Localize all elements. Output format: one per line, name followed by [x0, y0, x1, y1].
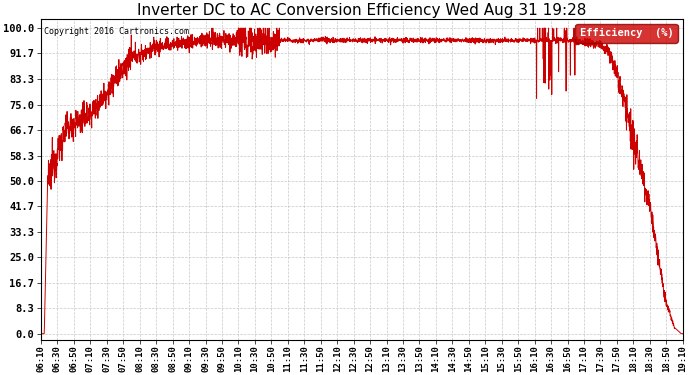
Text: Copyright 2016 Cartronics.com: Copyright 2016 Cartronics.com — [44, 27, 189, 36]
Title: Inverter DC to AC Conversion Efficiency Wed Aug 31 19:28: Inverter DC to AC Conversion Efficiency … — [137, 3, 586, 18]
Legend: Efficiency  (%): Efficiency (%) — [575, 24, 678, 42]
